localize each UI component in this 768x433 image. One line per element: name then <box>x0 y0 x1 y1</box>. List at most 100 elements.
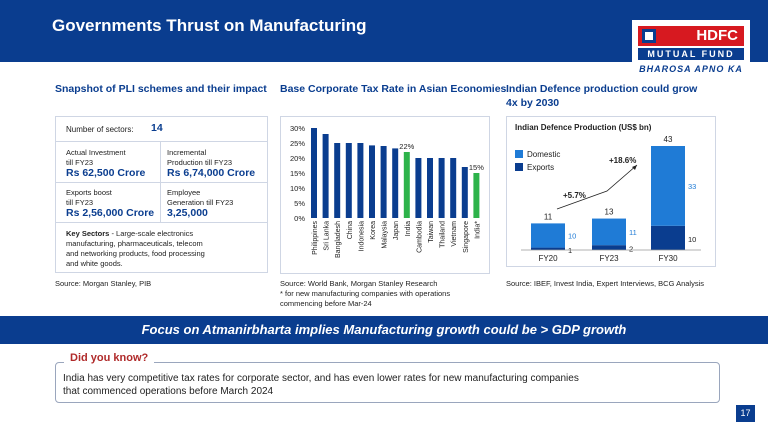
x-tick-label: Singapore <box>463 221 470 253</box>
investment-label-2: till FY23 <box>66 158 94 167</box>
y-tick-label: 0% <box>294 214 305 223</box>
x-tick-label: Philippines <box>312 221 319 255</box>
page-number: 17 <box>736 405 755 422</box>
exports-value-label: 10 <box>688 235 696 244</box>
hdfc-logo: HDFC MUTUAL FUND BHAROSA APNO KA <box>632 20 750 83</box>
x-tick-label: FY30 <box>658 254 678 263</box>
y-tick-label: 15% <box>290 169 305 178</box>
exports-label-2: till FY23 <box>66 198 94 207</box>
tax-rate-chart: 0% 5% 10% 15% 20% 25% 30% Philippines Sri Lanka B… <box>290 124 484 258</box>
employee-label-1: Employee <box>167 188 201 197</box>
defence-production-chart: Indian Defence Production (US$ bn) Domest… <box>515 123 701 263</box>
cagr-label-2: +18.6% <box>609 156 636 165</box>
defence-section-title-1: Indian Defence production could grow <box>506 83 698 95</box>
total-label: 43 <box>664 135 673 144</box>
total-label: 11 <box>544 212 553 221</box>
exports-label-1: Exports boost <box>66 188 112 197</box>
legend-swatch <box>515 163 523 171</box>
did-you-know-label: Did you know? <box>64 352 155 364</box>
defence-section-title-2: 4x by 2030 <box>506 97 560 109</box>
bar-indonesia <box>357 143 364 218</box>
domestic-value-label: 11 <box>629 228 637 237</box>
defence-chart-frame: Indian Defence Production (US$ bn) Domest… <box>506 116 716 267</box>
bar-domestic-fy23 <box>592 218 626 246</box>
did-you-know-box <box>55 362 720 403</box>
x-tick-label: Taiwan <box>428 221 435 243</box>
x-tick-label: Korea <box>370 221 377 240</box>
x-tick-label: Japan <box>393 221 400 240</box>
key-sectors-text: - Large-scale electronics <box>109 229 194 238</box>
data-label: 15% <box>469 163 484 172</box>
x-tick-label: Vietnam <box>451 221 458 247</box>
bar-cambodia <box>415 158 422 218</box>
exports-value: Rs 2,56,000 Crore <box>66 207 155 219</box>
domestic-value-label: 33 <box>688 182 696 191</box>
legend-label: Domestic <box>527 150 560 159</box>
did-you-know-line-2: that commenced operations before March 2… <box>63 386 274 397</box>
tax-source-2: * for new manufacturing companies with o… <box>280 289 451 298</box>
bar-bangladesh <box>334 143 341 218</box>
tax-source-1: Source: World Bank, Morgan Stanley Resea… <box>280 279 438 288</box>
bar-korea <box>369 145 375 218</box>
bar-domestic-fy20 <box>531 223 565 248</box>
x-tick-label: Thailand <box>440 221 447 248</box>
domestic-value-label: 10 <box>568 231 576 240</box>
logo-mutual-fund: MUTUAL FUND <box>638 48 744 60</box>
y-tick-label: 10% <box>290 184 305 193</box>
bar-thailand <box>438 158 445 218</box>
bar-exports-fy20 <box>531 247 565 250</box>
sectors-value: 14 <box>151 122 163 134</box>
cagr-label-1: +5.7% <box>563 191 586 200</box>
defence-source: Source: IBEF, Invest India, Expert Inter… <box>506 279 704 288</box>
x-tick-label: Cambodia <box>416 221 423 253</box>
y-tick-label: 20% <box>290 154 305 163</box>
y-tick-label: 5% <box>294 199 305 208</box>
key-sectors-line-4: and white goods. <box>66 259 123 268</box>
logo-brand-text: HDFC <box>696 27 738 44</box>
focus-banner: Focus on Atmanirbharta implies Manufactu… <box>0 316 768 344</box>
x-tick-label: Malaysia <box>382 221 389 249</box>
divider <box>56 141 267 142</box>
employee-value: 3,25,000 <box>167 207 208 219</box>
production-value: Rs 6,74,000 Crore <box>167 167 256 179</box>
key-sectors-line-1: Key Sectors - Large-scale electronics <box>66 229 193 239</box>
production-label-2: Production till FY23 <box>167 158 233 167</box>
bar-malaysia <box>380 146 387 218</box>
y-tick-label: 30% <box>290 124 305 133</box>
key-sectors-line-3: and networking products, food processing <box>66 249 205 258</box>
bar-exports-fy23 <box>592 245 626 250</box>
bar-india <box>403 152 410 218</box>
x-tick-label: FY20 <box>538 254 558 263</box>
production-label-1: Incremental <box>167 148 207 157</box>
growth-arrowhead-icon <box>632 165 637 170</box>
pli-source: Source: Morgan Stanley, PIB <box>55 279 152 288</box>
bar-exports-fy30 <box>651 225 685 250</box>
x-tick-label: FY23 <box>599 254 619 263</box>
logo-brand: HDFC <box>638 26 744 46</box>
bar-domestic-fy30 <box>651 146 685 226</box>
bar-sri-lanka <box>322 134 329 218</box>
divider <box>56 222 267 223</box>
growth-arrow <box>556 164 638 210</box>
did-you-know-text: India has very competitive tax rates for… <box>63 372 703 398</box>
x-tick-label: Sri Lanka <box>324 221 331 251</box>
sectors-label: Number of sectors: <box>66 125 134 134</box>
hdfc-mark-icon <box>642 29 656 43</box>
bar-philippines <box>311 128 317 218</box>
y-tick-label: 25% <box>290 139 305 148</box>
bar-india- <box>473 173 480 218</box>
did-you-know-line-1: India has very competitive tax rates for… <box>63 373 579 384</box>
investment-value: Rs 62,500 Crore <box>66 167 146 179</box>
bar-taiwan <box>427 158 433 218</box>
total-label: 13 <box>605 208 614 217</box>
x-tick-label: China <box>347 221 354 239</box>
pli-section-title: Snapshot of PLI schemes and their impact <box>55 83 267 95</box>
exports-value-label: 2 <box>629 245 633 254</box>
key-sectors-line-2: manufacturing, pharmaceuticals, telecom <box>66 239 203 248</box>
key-sectors-heading: Key Sectors <box>66 229 110 238</box>
legend-swatch <box>515 150 523 158</box>
pli-snapshot-box: Number of sectors: 14 Actual Investment … <box>55 116 268 273</box>
tax-section-title: Base Corporate Tax Rate in Asian Economi… <box>280 83 507 95</box>
x-tick-label: Indonesia <box>358 221 365 251</box>
